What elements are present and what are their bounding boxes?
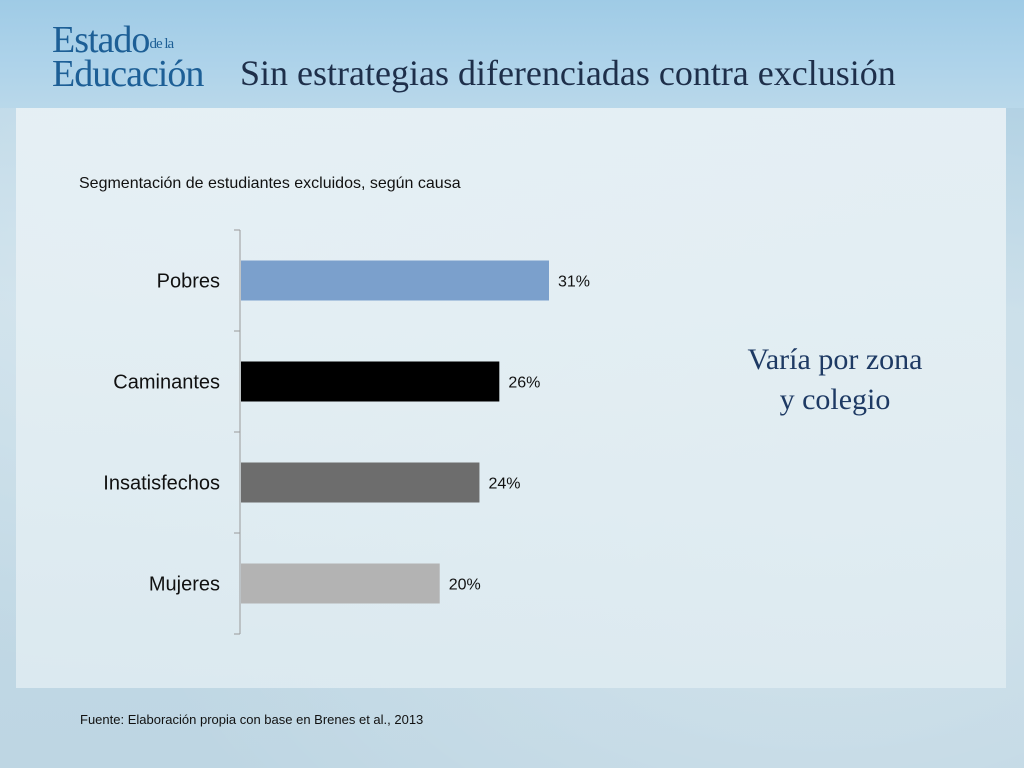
bar-chart: Pobres 31% Caminantes 26% Insatisfechos 24% Mu…: [103, 229, 590, 635]
chart-title: Segmentación de estudiantes excluidos, s…: [79, 175, 461, 192]
header-band: [0, 0, 1024, 108]
bar-pobres: [241, 260, 549, 301]
value-label: 24%: [488, 476, 520, 493]
logo-line1: Estadode la: [52, 19, 174, 61]
slide-title: Sin estrategias diferenciadas contra exc…: [240, 53, 896, 93]
logo-word-dela: de la: [149, 36, 174, 52]
category-label: Mujeres: [149, 574, 220, 596]
value-label: 20%: [449, 577, 481, 594]
logo-word-educacion: Educación: [52, 53, 204, 95]
logo-word-estado: Estado: [52, 19, 150, 61]
value-label: 26%: [508, 375, 540, 392]
content-panel: [16, 108, 1006, 688]
side-note-line2: y colegio: [779, 383, 891, 416]
bar-caminantes: [241, 361, 500, 402]
bar-mujeres: [241, 563, 440, 604]
category-label: Caminantes: [113, 372, 220, 394]
value-label: 31%: [558, 274, 590, 291]
side-note-line1: Varía por zona: [747, 343, 923, 376]
bar-insatisfechos: [241, 462, 480, 503]
category-label: Insatisfechos: [103, 473, 220, 495]
side-note: Varía por zona y colegio: [690, 340, 980, 420]
category-label: Pobres: [157, 271, 220, 293]
source-note: Fuente: Elaboración propia con base en B…: [80, 712, 424, 727]
logo: Estadode la Educación: [52, 19, 232, 95]
